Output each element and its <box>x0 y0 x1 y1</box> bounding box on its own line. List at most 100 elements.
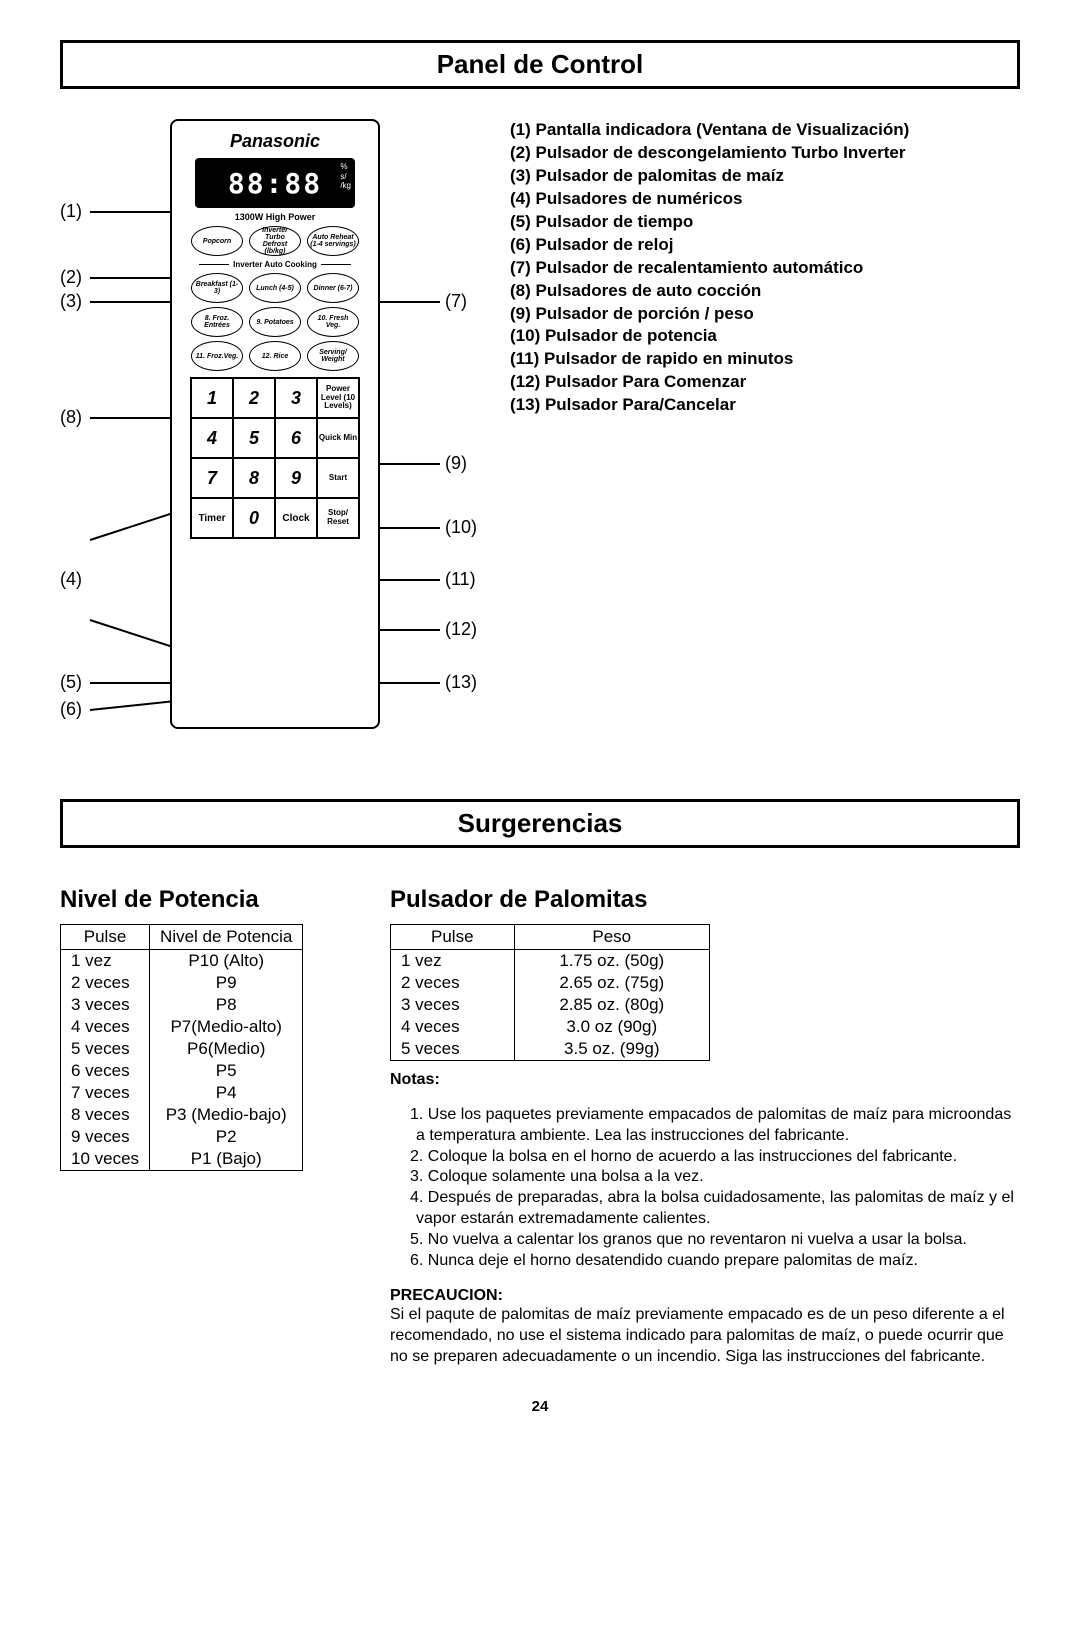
key-9[interactable]: 9 <box>275 458 317 498</box>
callout-8: (8) <box>60 407 82 428</box>
brand-label: Panasonic <box>172 131 378 152</box>
legend-item: (8) Pulsadores de auto cocción <box>510 280 1020 303</box>
btn-lunch[interactable]: Lunch (4-5) <box>249 273 301 303</box>
btn-froz-entrees[interactable]: 8. Froz. Entrées <box>191 307 243 337</box>
cell-pulse: 2 veces <box>391 972 515 994</box>
legend-item: (1) Pantalla indicadora (Ventana de Visu… <box>510 119 1020 142</box>
btn-dinner[interactable]: Dinner (6-7) <box>307 273 359 303</box>
cell-pulse: 2 veces <box>61 972 150 994</box>
palomitas-header-peso: Peso <box>514 925 709 950</box>
btn-potatoes[interactable]: 9. Potatoes <box>249 307 301 337</box>
cell-pulse: 10 veces <box>61 1148 150 1171</box>
display-window: 88:88 %s//kg <box>195 158 355 208</box>
callout-11: (11) <box>445 569 476 590</box>
legend-item: (3) Pulsador de palomitas de maíz <box>510 165 1020 188</box>
cell-peso: 1.75 oz. (50g) <box>514 950 709 973</box>
top-section: (1) (2) (3) (8) (4) (5) (6) (7) (9) (10)… <box>60 119 1020 759</box>
table-row: 5 vecesP6(Medio) <box>61 1038 303 1060</box>
cell-peso: 2.65 oz. (75g) <box>514 972 709 994</box>
cell-nivel: P6(Medio) <box>150 1038 303 1060</box>
key-clock[interactable]: Clock <box>275 498 317 538</box>
btn-turbo-defrost[interactable]: Inverter Turbo Defrost (lb/kg) <box>249 226 301 256</box>
key-0[interactable]: 0 <box>233 498 275 538</box>
cell-pulse: 4 veces <box>391 1016 515 1038</box>
potencia-header-nivel: Nivel de Potencia <box>150 925 303 950</box>
table-row: 10 vecesP1 (Bajo) <box>61 1148 303 1171</box>
nota-item: No vuelva a calentar los granos que no r… <box>410 1230 1020 1251</box>
key-timer[interactable]: Timer <box>191 498 233 538</box>
cell-nivel: P7(Medio-alto) <box>150 1016 303 1038</box>
table-row: 7 vecesP4 <box>61 1082 303 1104</box>
table-row: 1 vez1.75 oz. (50g) <box>391 950 710 973</box>
key-8[interactable]: 8 <box>233 458 275 498</box>
key-start[interactable]: Start <box>317 458 359 498</box>
power-label: 1300W High Power <box>172 212 378 222</box>
legend-item: (4) Pulsadores de numéricos <box>510 188 1020 211</box>
cell-pulse: 3 veces <box>61 994 150 1016</box>
key-stop-reset[interactable]: Stop/ Reset <box>317 498 359 538</box>
precaucion-heading: PRECAUCION: <box>390 1287 1020 1305</box>
precaucion-text: Si el paqute de palomitas de maíz previa… <box>390 1305 1020 1367</box>
key-2[interactable]: 2 <box>233 378 275 418</box>
btn-popcorn[interactable]: Popcorn <box>191 226 243 256</box>
legend-list: (1) Pantalla indicadora (Ventana de Visu… <box>510 119 1020 759</box>
cell-nivel: P2 <box>150 1126 303 1148</box>
page-number: 24 <box>60 1398 1020 1415</box>
potencia-heading: Nivel de Potencia <box>60 886 360 914</box>
table-row: 3 veces2.85 oz. (80g) <box>391 994 710 1016</box>
cell-nivel: P5 <box>150 1060 303 1082</box>
oval-row-3: 8. Froz. Entrées 9. Potatoes 10. Fresh V… <box>172 307 378 337</box>
key-6[interactable]: 6 <box>275 418 317 458</box>
main-title: Panel de Control <box>60 40 1020 89</box>
key-5[interactable]: 5 <box>233 418 275 458</box>
cell-peso: 3.0 oz (90g) <box>514 1016 709 1038</box>
cell-nivel: P4 <box>150 1082 303 1104</box>
potencia-header-pulse: Pulse <box>61 925 150 950</box>
cell-nivel: P1 (Bajo) <box>150 1148 303 1171</box>
btn-fresh-veg[interactable]: 10. Fresh Veg. <box>307 307 359 337</box>
inverter-auto-cooking-label: Inverter Auto Cooking <box>172 260 378 269</box>
oval-row-4: 11. Froz.Veg. 12. Rice Serving/ Weight <box>172 341 378 371</box>
table-row: 9 vecesP2 <box>61 1126 303 1148</box>
cell-peso: 2.85 oz. (80g) <box>514 994 709 1016</box>
callout-10: (10) <box>445 517 477 538</box>
callout-12: (12) <box>445 619 477 640</box>
key-4[interactable]: 4 <box>191 418 233 458</box>
cell-nivel: P3 (Medio-bajo) <box>150 1104 303 1126</box>
nota-item: Coloque solamente una bolsa a la vez. <box>410 1167 1020 1188</box>
key-3[interactable]: 3 <box>275 378 317 418</box>
panel-body: Panasonic 88:88 %s//kg 1300W High Power … <box>170 119 380 729</box>
table-row: 2 vecesP9 <box>61 972 303 994</box>
btn-froz-veg[interactable]: 11. Froz.Veg. <box>191 341 243 371</box>
palomitas-header-pulse: Pulse <box>391 925 515 950</box>
table-row: 2 veces2.65 oz. (75g) <box>391 972 710 994</box>
callout-4: (4) <box>60 569 82 590</box>
callout-7: (7) <box>445 291 467 312</box>
legend-item: (6) Pulsador de reloj <box>510 234 1020 257</box>
legend-item: (7) Pulsador de recalentamiento automáti… <box>510 257 1020 280</box>
notas-list: Use los paquetes previamente empacados d… <box>390 1105 1020 1271</box>
cell-peso: 3.5 oz. (99g) <box>514 1038 709 1061</box>
btn-serving-weight[interactable]: Serving/ Weight <box>307 341 359 371</box>
table-row: 8 vecesP3 (Medio-bajo) <box>61 1104 303 1126</box>
keypad: 1 2 3 Power Level (10 Levels) 4 5 6 Quic… <box>190 377 360 539</box>
btn-auto-reheat[interactable]: Auto Reheat (1-4 servings) <box>307 226 359 256</box>
cell-pulse: 5 veces <box>391 1038 515 1061</box>
btn-rice[interactable]: 12. Rice <box>249 341 301 371</box>
legend-item: (13) Pulsador Para/Cancelar <box>510 394 1020 417</box>
oval-row-2: Breakfast (1-3) Lunch (4-5) Dinner (6-7) <box>172 273 378 303</box>
key-power-level[interactable]: Power Level (10 Levels) <box>317 378 359 418</box>
cell-nivel: P8 <box>150 994 303 1016</box>
callout-6: (6) <box>60 699 82 720</box>
callout-3: (3) <box>60 291 82 312</box>
lower-section: Nivel de Potencia Pulse Nivel de Potenci… <box>60 878 1020 1368</box>
callout-5: (5) <box>60 672 82 693</box>
key-1[interactable]: 1 <box>191 378 233 418</box>
table-row: 1 vezP10 (Alto) <box>61 950 303 973</box>
legend-item: (11) Pulsador de rapido en minutos <box>510 348 1020 371</box>
callout-2: (2) <box>60 267 82 288</box>
key-quick-min[interactable]: Quick Min <box>317 418 359 458</box>
nota-item: Coloque la bolsa en el horno de acuerdo … <box>410 1147 1020 1168</box>
key-7[interactable]: 7 <box>191 458 233 498</box>
btn-breakfast[interactable]: Breakfast (1-3) <box>191 273 243 303</box>
